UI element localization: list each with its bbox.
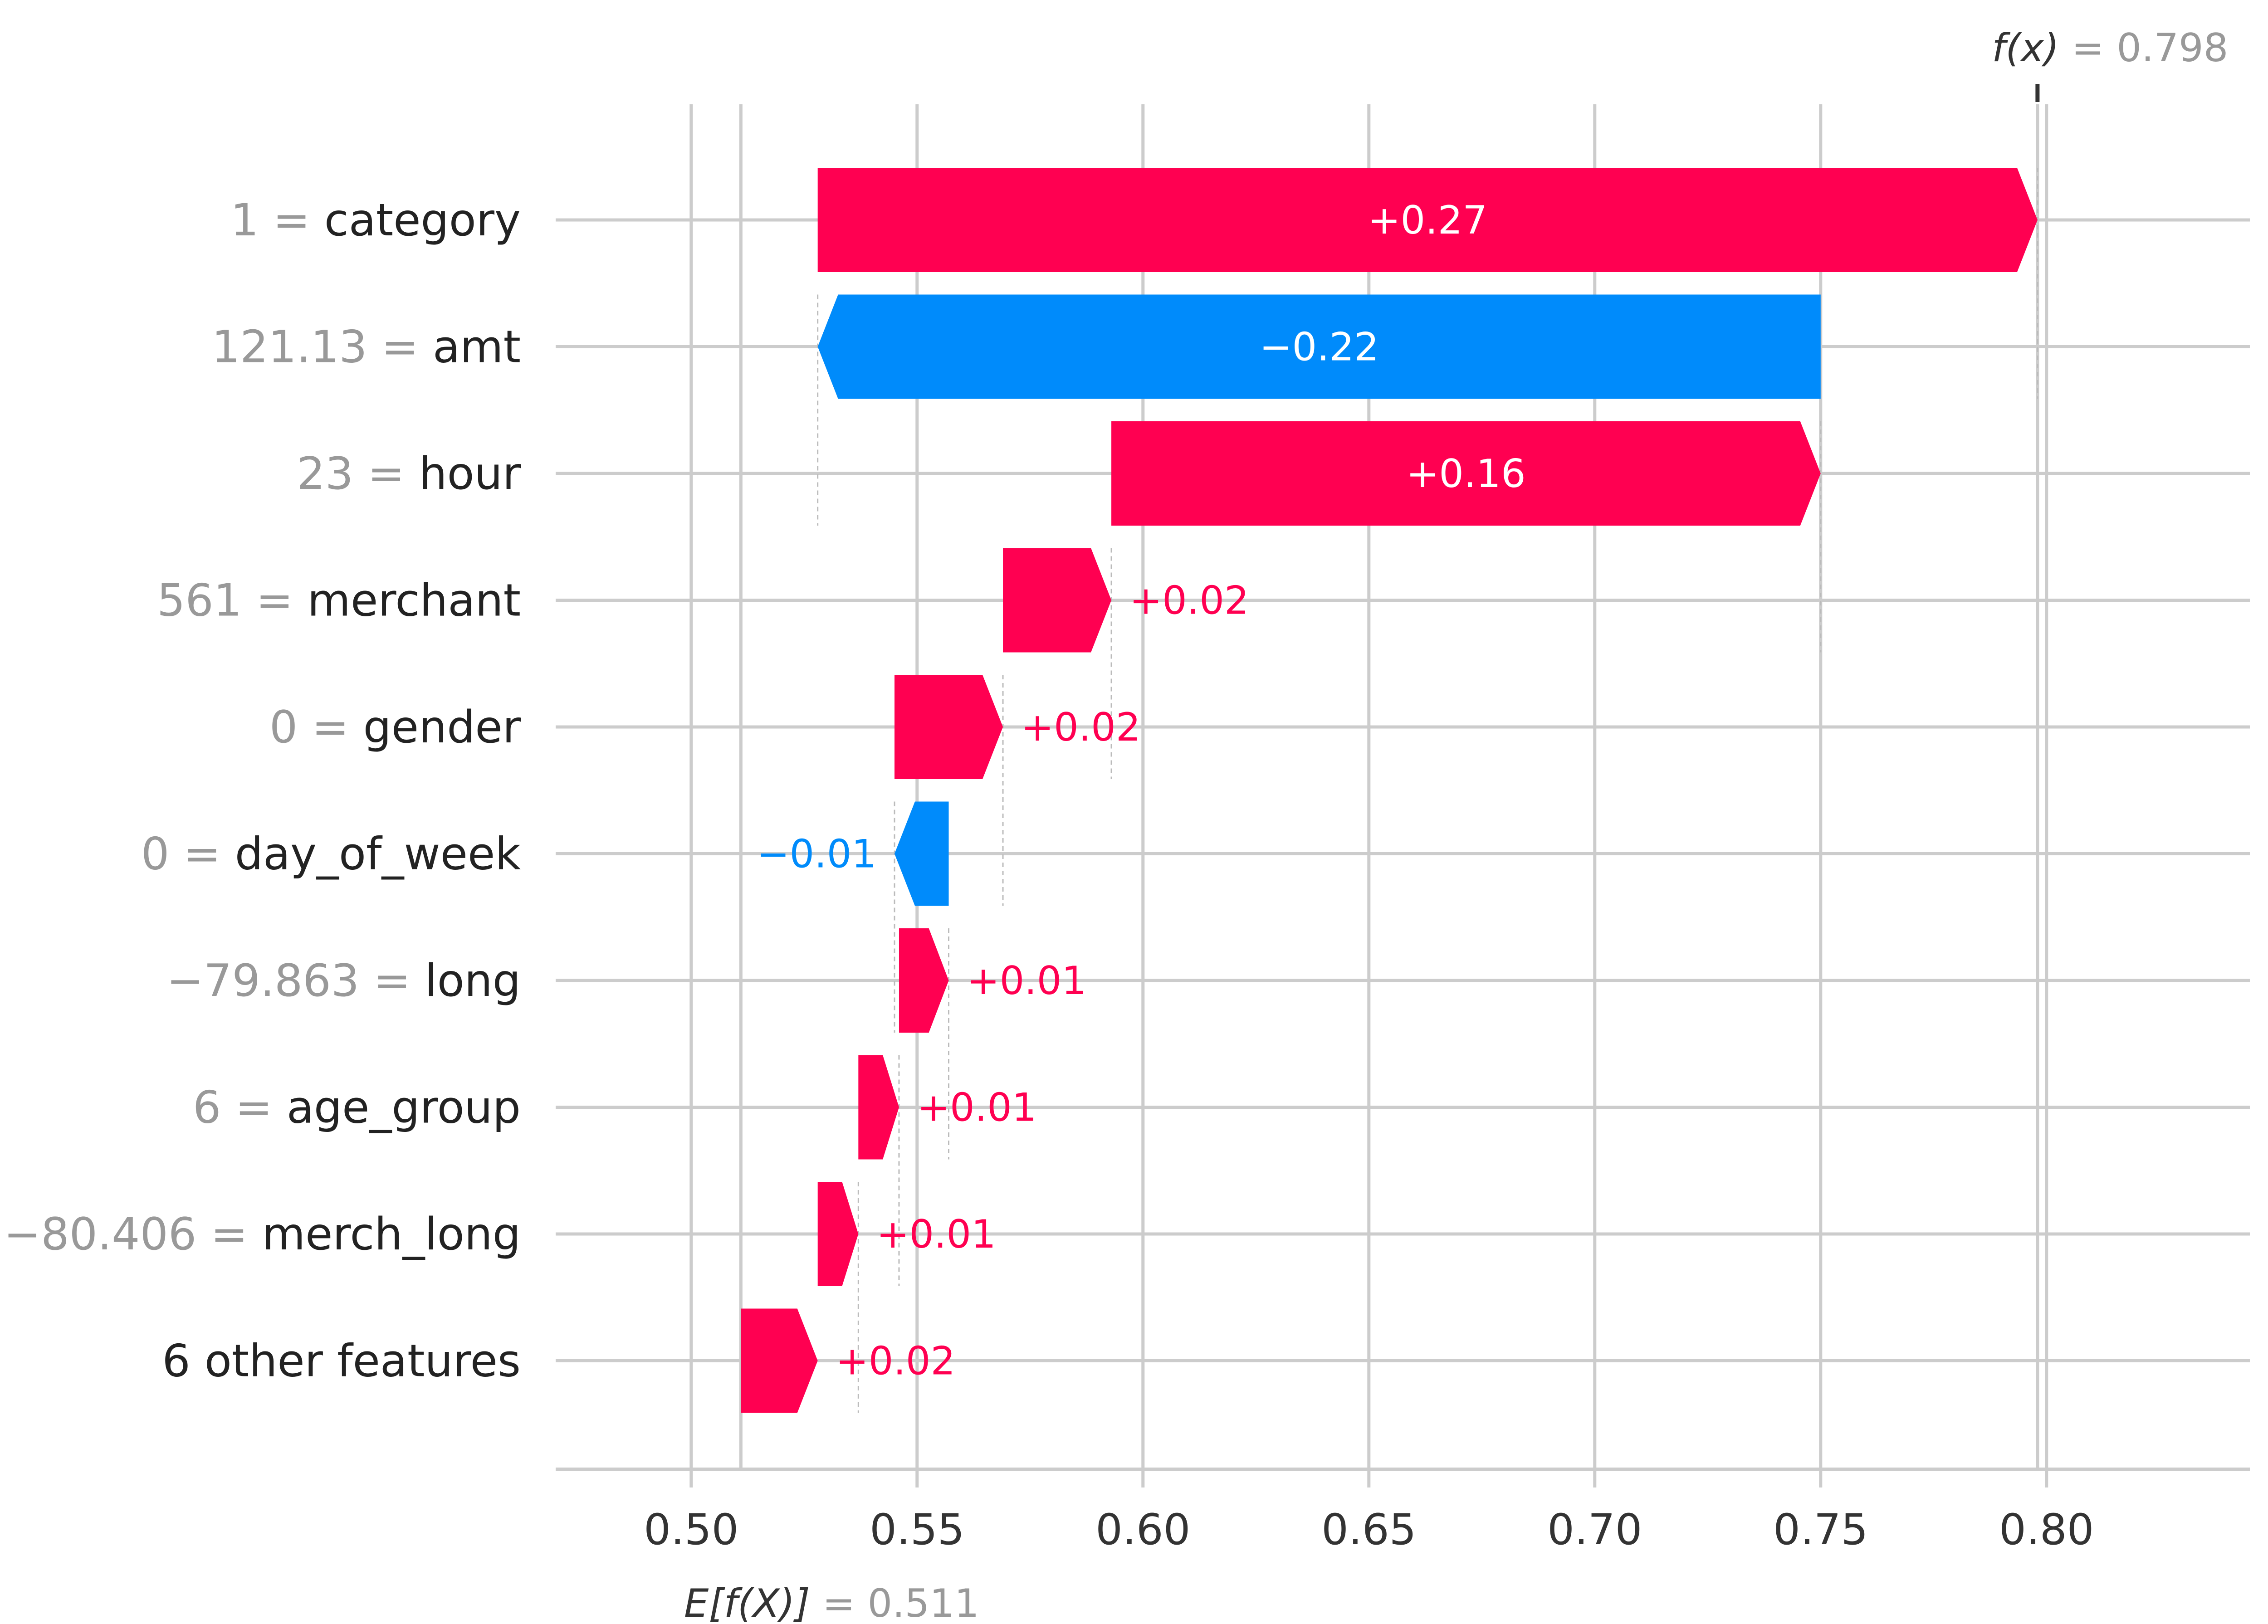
final-value-label: f(x) = 0.798 xyxy=(1992,25,2228,71)
connector-lines xyxy=(817,168,2038,1413)
contribution-label: +0.02 xyxy=(836,1339,956,1384)
feature-value: −80.406 = xyxy=(4,1209,262,1260)
feature-value: −79.863 = xyxy=(166,955,425,1007)
feature-name: 6 other features xyxy=(162,1336,521,1387)
x-tick-label: 0.65 xyxy=(1321,1505,1416,1555)
feature-value: 121.13 = xyxy=(212,322,433,373)
feature-name: day_of_week xyxy=(235,829,521,880)
feature-name: gender xyxy=(363,702,521,753)
feature-label: 23 = hour xyxy=(297,448,521,500)
final-value-expr: f(x) xyxy=(1992,25,2059,71)
feature-label: 6 other features xyxy=(162,1336,521,1387)
contribution-label: +0.02 xyxy=(1021,705,1141,750)
waterfall-bar xyxy=(894,675,1003,779)
feature-name: merch_long xyxy=(262,1209,521,1260)
bars xyxy=(741,168,2038,1413)
contribution-label: +0.27 xyxy=(1368,198,1488,243)
contribution-label: −0.01 xyxy=(757,832,876,877)
feature-name: age_group xyxy=(287,1082,521,1134)
x-tick-label: 0.75 xyxy=(1773,1505,1868,1555)
contribution-label: −0.22 xyxy=(1259,325,1379,370)
final-value-number: = 0.798 xyxy=(2059,25,2229,71)
contribution-label: +0.01 xyxy=(876,1212,996,1257)
feature-label: 561 = merchant xyxy=(157,575,521,627)
waterfall-bar xyxy=(741,1308,818,1413)
waterfall-bar xyxy=(1111,421,1821,526)
waterfall-bar xyxy=(858,1055,899,1160)
contribution-label: +0.02 xyxy=(1129,578,1249,624)
x-tick-label: 0.55 xyxy=(870,1505,964,1555)
feature-label: 0 = day_of_week xyxy=(141,829,521,880)
feature-value: 561 = xyxy=(157,575,307,627)
feature-label: 0 = gender xyxy=(269,702,521,753)
base-value-label: E[f(X)] = 0.511 xyxy=(684,1581,979,1624)
base-value-expr: E[f(X)] xyxy=(684,1581,810,1624)
feature-name: hour xyxy=(419,448,521,500)
x-tick-label: 0.50 xyxy=(644,1505,738,1555)
feature-label: 1 = category xyxy=(230,195,521,246)
x-tick-label: 0.80 xyxy=(1999,1505,2094,1555)
waterfall-bar xyxy=(817,168,2038,272)
waterfall-bar xyxy=(817,294,1821,399)
feature-label: −80.406 = merch_long xyxy=(4,1209,521,1260)
x-tick-label: 0.60 xyxy=(1095,1505,1190,1555)
waterfall-bar xyxy=(1003,548,1112,653)
feature-name: merchant xyxy=(308,575,521,627)
base-value-number: = 0.511 xyxy=(810,1581,979,1624)
feature-value: 23 = xyxy=(297,448,419,500)
feature-label: −79.863 = long xyxy=(166,955,521,1007)
contribution-label: +0.16 xyxy=(1406,451,1526,497)
feature-name: long xyxy=(425,955,521,1007)
contribution-label: +0.01 xyxy=(967,958,1087,1004)
waterfall-bar xyxy=(817,1182,859,1286)
feature-value: 0 = xyxy=(269,702,363,753)
feature-value: 1 = xyxy=(230,195,324,246)
x-tick-label: 0.70 xyxy=(1547,1505,1642,1555)
waterfall-bar xyxy=(899,928,949,1033)
waterfall-bar xyxy=(894,801,949,906)
feature-label: 6 = age_group xyxy=(193,1082,521,1134)
feature-name: category xyxy=(324,195,521,246)
feature-name: amt xyxy=(433,322,521,373)
feature-label: 121.13 = amt xyxy=(212,322,521,373)
contribution-label: +0.01 xyxy=(917,1085,1037,1131)
feature-value: 6 = xyxy=(193,1082,287,1134)
labels: +0.27 1 = category −0.22 121.13 = amt +0.16 2… xyxy=(4,195,1526,1387)
feature-value: 0 = xyxy=(141,829,235,880)
x-axis: 0.50 0.55 0.60 0.65 0.70 0.75 0.80 E[f(X)] = 0.… xyxy=(556,25,2250,1624)
